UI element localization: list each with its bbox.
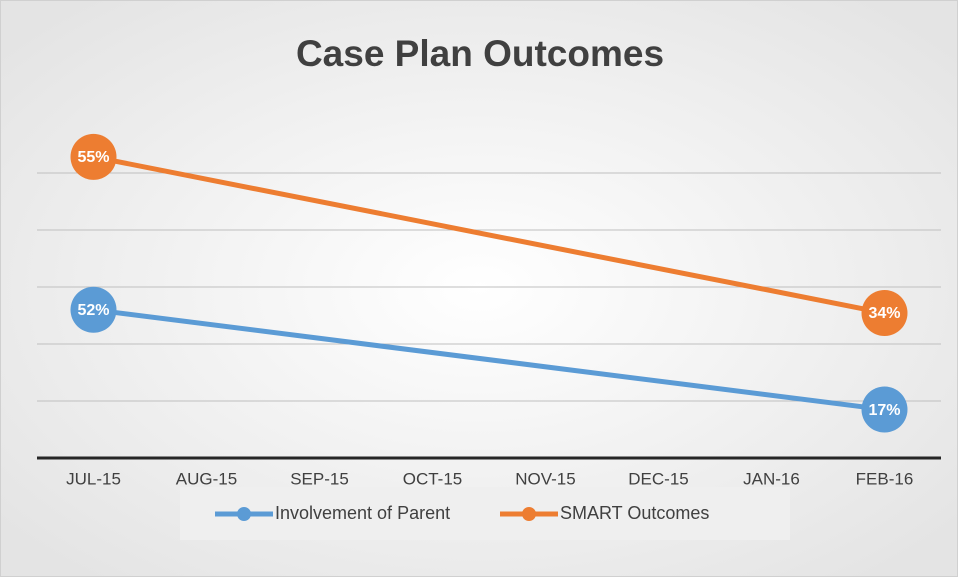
data-label: 52% (77, 302, 109, 319)
marker (861, 386, 908, 433)
legend-marker (237, 507, 251, 521)
x-tick-label: NOV-15 (515, 469, 575, 488)
x-tick-label: DEC-15 (628, 469, 688, 488)
legend-label: Involvement of Parent (275, 503, 450, 523)
data-label: 34% (868, 305, 900, 322)
chart-title: Case Plan Outcomes (296, 33, 664, 74)
legend-label: SMART Outcomes (560, 503, 709, 523)
x-tick-label: SEP-15 (290, 469, 349, 488)
marker (70, 286, 117, 333)
x-tick-label: AUG-15 (176, 469, 237, 488)
line-segment (91, 154, 887, 316)
legend-box (180, 487, 790, 540)
data-label: 55% (77, 149, 109, 166)
marker (861, 290, 908, 337)
x-tick-label: JAN-16 (743, 469, 800, 488)
legend-marker (522, 507, 536, 521)
x-tick-label: FEB-16 (856, 469, 914, 488)
marker (70, 133, 117, 180)
line-segment (91, 307, 887, 413)
x-tick-label: JUL-15 (66, 469, 121, 488)
data-label: 17% (868, 402, 900, 419)
x-tick-label: OCT-15 (403, 469, 463, 488)
